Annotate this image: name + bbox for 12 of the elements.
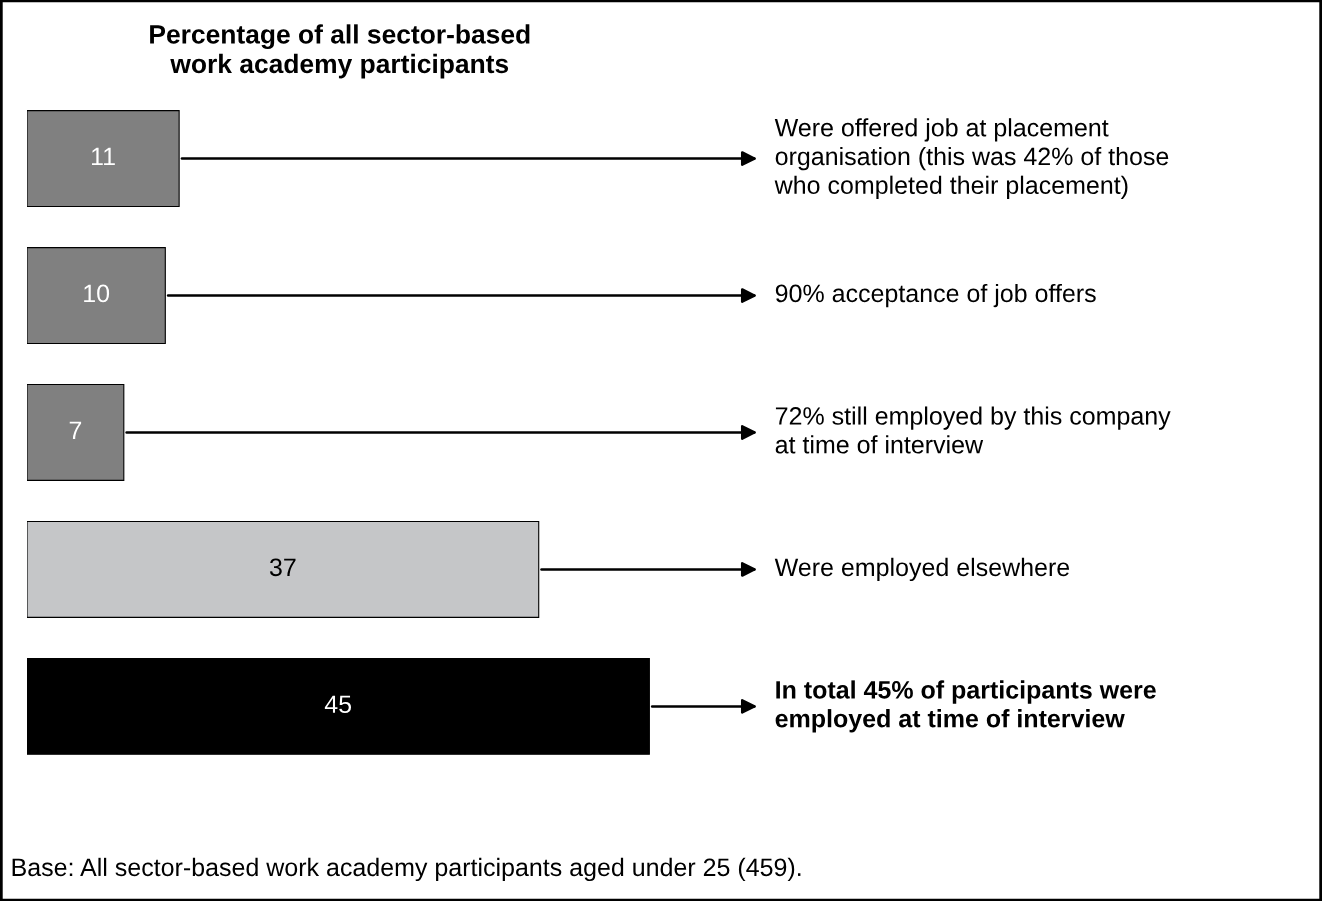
data-label: 11 xyxy=(91,147,115,166)
text: 90% acceptance of job offers xyxy=(775,283,1096,308)
chart-title: Percentage of all sector-based work academy participants xyxy=(150,24,530,79)
data-label: 7 xyxy=(69,421,82,439)
text: Were employed elsewhere xyxy=(774,557,1070,582)
text: Base: All sector-based work academy participants aged under 25 (459). xyxy=(12,857,801,882)
text: 72% still employed by this company at time of interview xyxy=(775,406,1171,454)
text: Were offered job at placement organisation (this was 42% of those who completed their placement) xyxy=(774,118,1169,199)
data-label: 10 xyxy=(84,284,110,303)
text: In total 45% of participants were employed at time of interview xyxy=(775,680,1156,733)
data-label: 37 xyxy=(269,558,296,577)
data-label: 45 xyxy=(324,695,352,714)
